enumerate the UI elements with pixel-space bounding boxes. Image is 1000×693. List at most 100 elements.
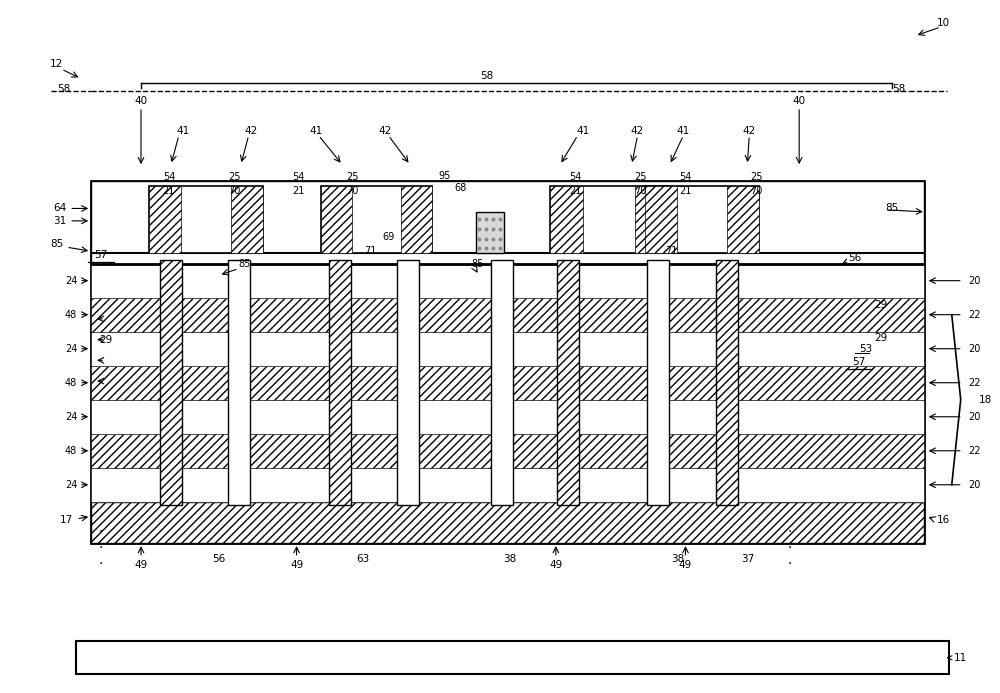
Text: ·
·
·: · · · — [99, 525, 103, 571]
Text: 25: 25 — [346, 173, 359, 182]
Text: 21: 21 — [163, 186, 175, 195]
Text: 58: 58 — [58, 84, 71, 94]
Text: 71: 71 — [364, 246, 377, 256]
Text: ·
·
·: · · · — [787, 525, 791, 571]
Text: 40: 40 — [793, 96, 806, 107]
Bar — [76, 641, 949, 674]
Text: 41: 41 — [310, 126, 323, 136]
Bar — [91, 468, 924, 502]
Bar — [329, 261, 351, 505]
Text: 25: 25 — [228, 173, 241, 182]
Bar — [91, 434, 924, 468]
Bar — [91, 181, 924, 263]
Text: 85: 85 — [885, 204, 898, 213]
Bar — [647, 261, 669, 505]
Text: 21: 21 — [679, 186, 692, 195]
Text: 20: 20 — [969, 412, 981, 422]
Text: 38: 38 — [671, 554, 684, 564]
Text: 20: 20 — [969, 480, 981, 490]
Text: 41: 41 — [576, 126, 589, 136]
Text: 21: 21 — [292, 186, 305, 195]
Text: 49: 49 — [134, 561, 148, 570]
Text: 22: 22 — [969, 310, 981, 319]
Text: 63: 63 — [356, 554, 369, 564]
Text: 48: 48 — [65, 310, 77, 319]
Bar — [401, 186, 432, 253]
Bar — [149, 186, 263, 253]
Bar — [635, 186, 668, 253]
Text: 71: 71 — [665, 246, 678, 256]
Text: 48: 48 — [65, 446, 77, 456]
Text: 58: 58 — [480, 71, 494, 81]
Bar — [716, 261, 738, 505]
Text: 70: 70 — [229, 186, 241, 195]
Bar — [397, 261, 419, 505]
Text: 57: 57 — [94, 250, 108, 261]
Text: 29: 29 — [99, 335, 112, 344]
Bar — [476, 211, 504, 253]
Text: 21: 21 — [570, 186, 582, 195]
Bar — [228, 261, 250, 505]
Text: 85: 85 — [50, 239, 63, 249]
Text: 22: 22 — [969, 446, 981, 456]
Text: 58: 58 — [892, 84, 906, 94]
Bar — [645, 186, 677, 253]
Text: 12: 12 — [50, 58, 63, 69]
Bar — [91, 332, 924, 366]
Bar — [160, 261, 182, 505]
Text: 48: 48 — [65, 378, 77, 388]
Bar — [727, 186, 759, 253]
Bar — [491, 261, 513, 505]
Text: 29: 29 — [874, 333, 887, 342]
Text: 56: 56 — [212, 554, 225, 564]
Bar — [91, 298, 924, 332]
Text: 53: 53 — [859, 344, 872, 353]
Text: 20: 20 — [969, 344, 981, 353]
Text: 22: 22 — [969, 378, 981, 388]
Text: 24: 24 — [65, 276, 77, 286]
Text: 42: 42 — [743, 126, 756, 136]
Text: 29: 29 — [874, 300, 887, 310]
Bar — [557, 261, 579, 505]
Bar — [91, 502, 924, 543]
Text: 40: 40 — [134, 96, 148, 107]
Text: 20: 20 — [969, 276, 981, 286]
Text: 24: 24 — [65, 412, 77, 422]
Bar — [231, 186, 263, 253]
Text: 10: 10 — [937, 19, 950, 28]
Text: 17: 17 — [60, 516, 73, 525]
Text: 18: 18 — [979, 395, 992, 405]
Text: 25: 25 — [634, 173, 647, 182]
Text: 69: 69 — [382, 232, 394, 243]
Text: 68: 68 — [454, 184, 466, 193]
Text: 54: 54 — [163, 173, 175, 182]
Text: 49: 49 — [549, 561, 562, 570]
Text: 38: 38 — [503, 554, 517, 564]
Text: 49: 49 — [290, 561, 303, 570]
Bar — [320, 186, 432, 253]
Text: 37: 37 — [741, 554, 754, 564]
Text: 70: 70 — [346, 186, 359, 195]
Bar — [91, 181, 924, 543]
Bar — [550, 186, 583, 253]
Text: 54: 54 — [292, 173, 305, 182]
Bar — [320, 186, 352, 253]
Text: 25: 25 — [750, 173, 763, 182]
Bar — [550, 186, 668, 253]
Text: 24: 24 — [65, 480, 77, 490]
Text: 42: 42 — [379, 126, 392, 136]
Text: 24: 24 — [65, 344, 77, 353]
Text: 31: 31 — [53, 216, 66, 226]
Text: 42: 42 — [244, 126, 257, 136]
Bar — [91, 400, 924, 434]
Text: 49: 49 — [679, 561, 692, 570]
Text: 54: 54 — [570, 173, 582, 182]
Text: 41: 41 — [176, 126, 190, 136]
Text: 11: 11 — [948, 653, 967, 663]
Text: 85: 85 — [472, 258, 484, 269]
Text: 41: 41 — [677, 126, 690, 136]
Text: 95: 95 — [438, 171, 450, 181]
Text: 64: 64 — [53, 204, 66, 213]
Text: 85: 85 — [239, 258, 251, 269]
Text: 57: 57 — [852, 358, 866, 367]
